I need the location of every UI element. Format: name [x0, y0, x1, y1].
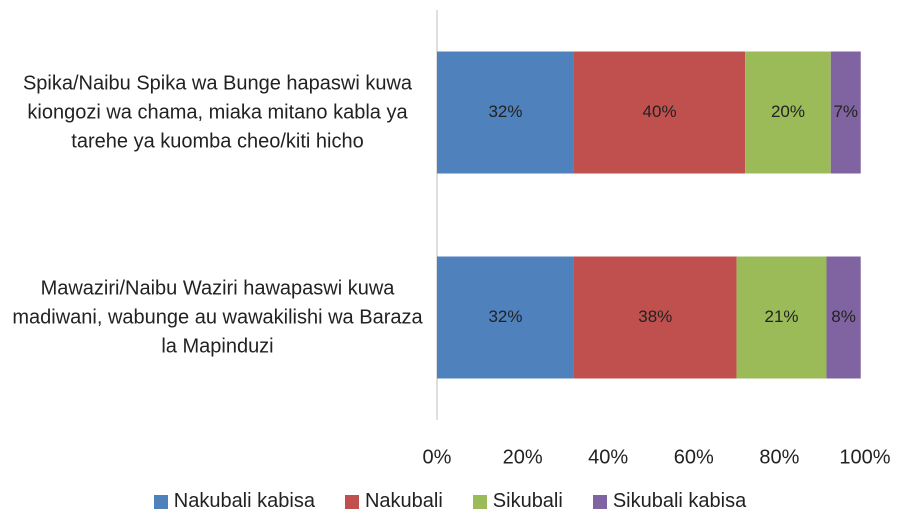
bar-segment: [437, 51, 574, 174]
x-tick-label: 80%: [759, 446, 799, 468]
legend-label: Sikubali: [492, 490, 563, 512]
legend-item: Sikubali: [472, 490, 563, 513]
value-label: 21%: [765, 307, 799, 326]
legend: Nakubali kabisa Nakubali Sikubali Sikubali …: [0, 490, 900, 513]
bar-segment: [745, 51, 831, 174]
value-label: 20%: [771, 102, 805, 121]
legend-swatch: [472, 494, 487, 509]
bar-segment: [830, 51, 861, 174]
bar-segment: [736, 256, 827, 379]
value-label: 8%: [831, 307, 856, 326]
x-tick-label: 60%: [674, 446, 714, 468]
value-label: 32%: [488, 307, 522, 326]
category-label: Spika/Naibu Spika wa Bunge hapaswi kuwa …: [22, 72, 413, 152]
legend-label: Sikubali kabisa: [612, 490, 747, 512]
legend-label: Nakubali: [364, 490, 443, 512]
legend-label: Nakubali kabisa: [173, 490, 315, 512]
value-label: 7%: [833, 102, 858, 121]
x-tick-label: 40%: [588, 446, 628, 468]
legend-swatch: [592, 494, 607, 509]
legend-item: Nakubali: [344, 490, 443, 513]
bar-segment: [573, 51, 746, 174]
legend-item: Sikubali kabisa: [592, 490, 747, 513]
x-tick-label: 0%: [423, 446, 452, 468]
x-tick-label: 20%: [503, 446, 543, 468]
value-label: 32%: [488, 102, 522, 121]
value-label: 38%: [638, 307, 672, 326]
value-label: 40%: [643, 102, 677, 121]
bar-segment: [826, 256, 861, 379]
legend-swatch: [153, 494, 168, 509]
category-label: Mawaziri/Naibu Waziri hawapaswi kuwa mad…: [12, 277, 423, 357]
legend-swatch: [344, 494, 359, 509]
bar-segment: [437, 256, 574, 379]
x-tick-label: 100%: [839, 446, 890, 468]
legend-item: Nakubali kabisa: [153, 490, 315, 513]
bar-segment: [573, 256, 737, 379]
